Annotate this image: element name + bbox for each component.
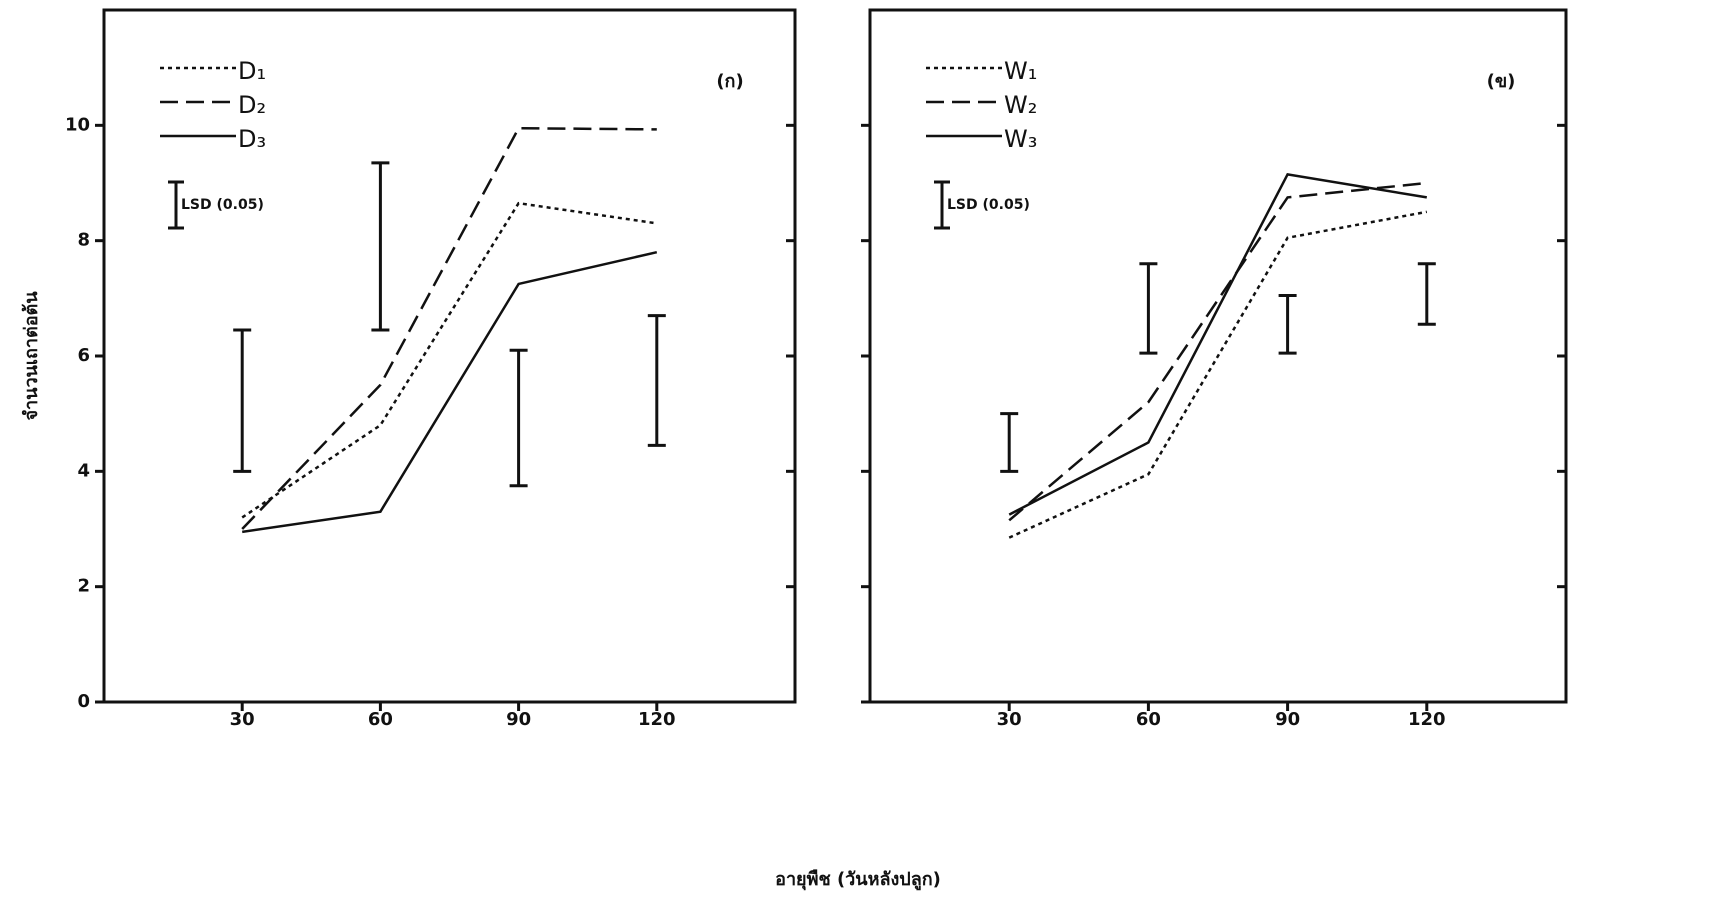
series-line: [242, 250, 658, 534]
series-line: [241, 201, 657, 519]
y-tick-label: 0: [77, 691, 90, 712]
y-tick-label: 8: [77, 230, 90, 251]
y-tick-label: 4: [77, 460, 90, 481]
legend-label: W₂: [1004, 91, 1037, 119]
legend-label: W₁: [1004, 57, 1037, 85]
series-line: [1008, 210, 1428, 539]
series-line: [241, 126, 657, 530]
panel-label: (ข): [1487, 71, 1516, 92]
legend-label: D₁: [238, 57, 266, 85]
x-tick-label: 60: [368, 709, 393, 730]
series-line: [1008, 172, 1428, 516]
lsd-legend-label: LSD (0.05): [947, 197, 1030, 213]
plot-frame: [102, 8, 797, 704]
legend-label: W₃: [1004, 125, 1037, 153]
y-tick-label: 2: [77, 576, 90, 597]
x-tick-label: 30: [230, 709, 255, 730]
y-axis-title: จำนวนเถาต่อต้น: [21, 291, 42, 421]
y-tick-label: 6: [77, 345, 90, 366]
y-tick-label: 10: [65, 114, 90, 135]
panel-label: (ก): [716, 71, 743, 92]
x-axis-title: อายุพืช (วันหลังปลูก): [775, 869, 941, 891]
series-line: [1008, 181, 1427, 522]
x-tick-label: 90: [1275, 709, 1300, 730]
x-tick-label: 30: [997, 709, 1022, 730]
lsd-legend-label: LSD (0.05): [181, 197, 264, 213]
legend-label: D₃: [238, 125, 266, 153]
x-tick-label: 120: [638, 709, 676, 730]
x-tick-label: 120: [1408, 709, 1446, 730]
legend-label: D₂: [238, 91, 266, 119]
x-tick-label: 90: [506, 709, 531, 730]
x-tick-label: 60: [1136, 709, 1161, 730]
